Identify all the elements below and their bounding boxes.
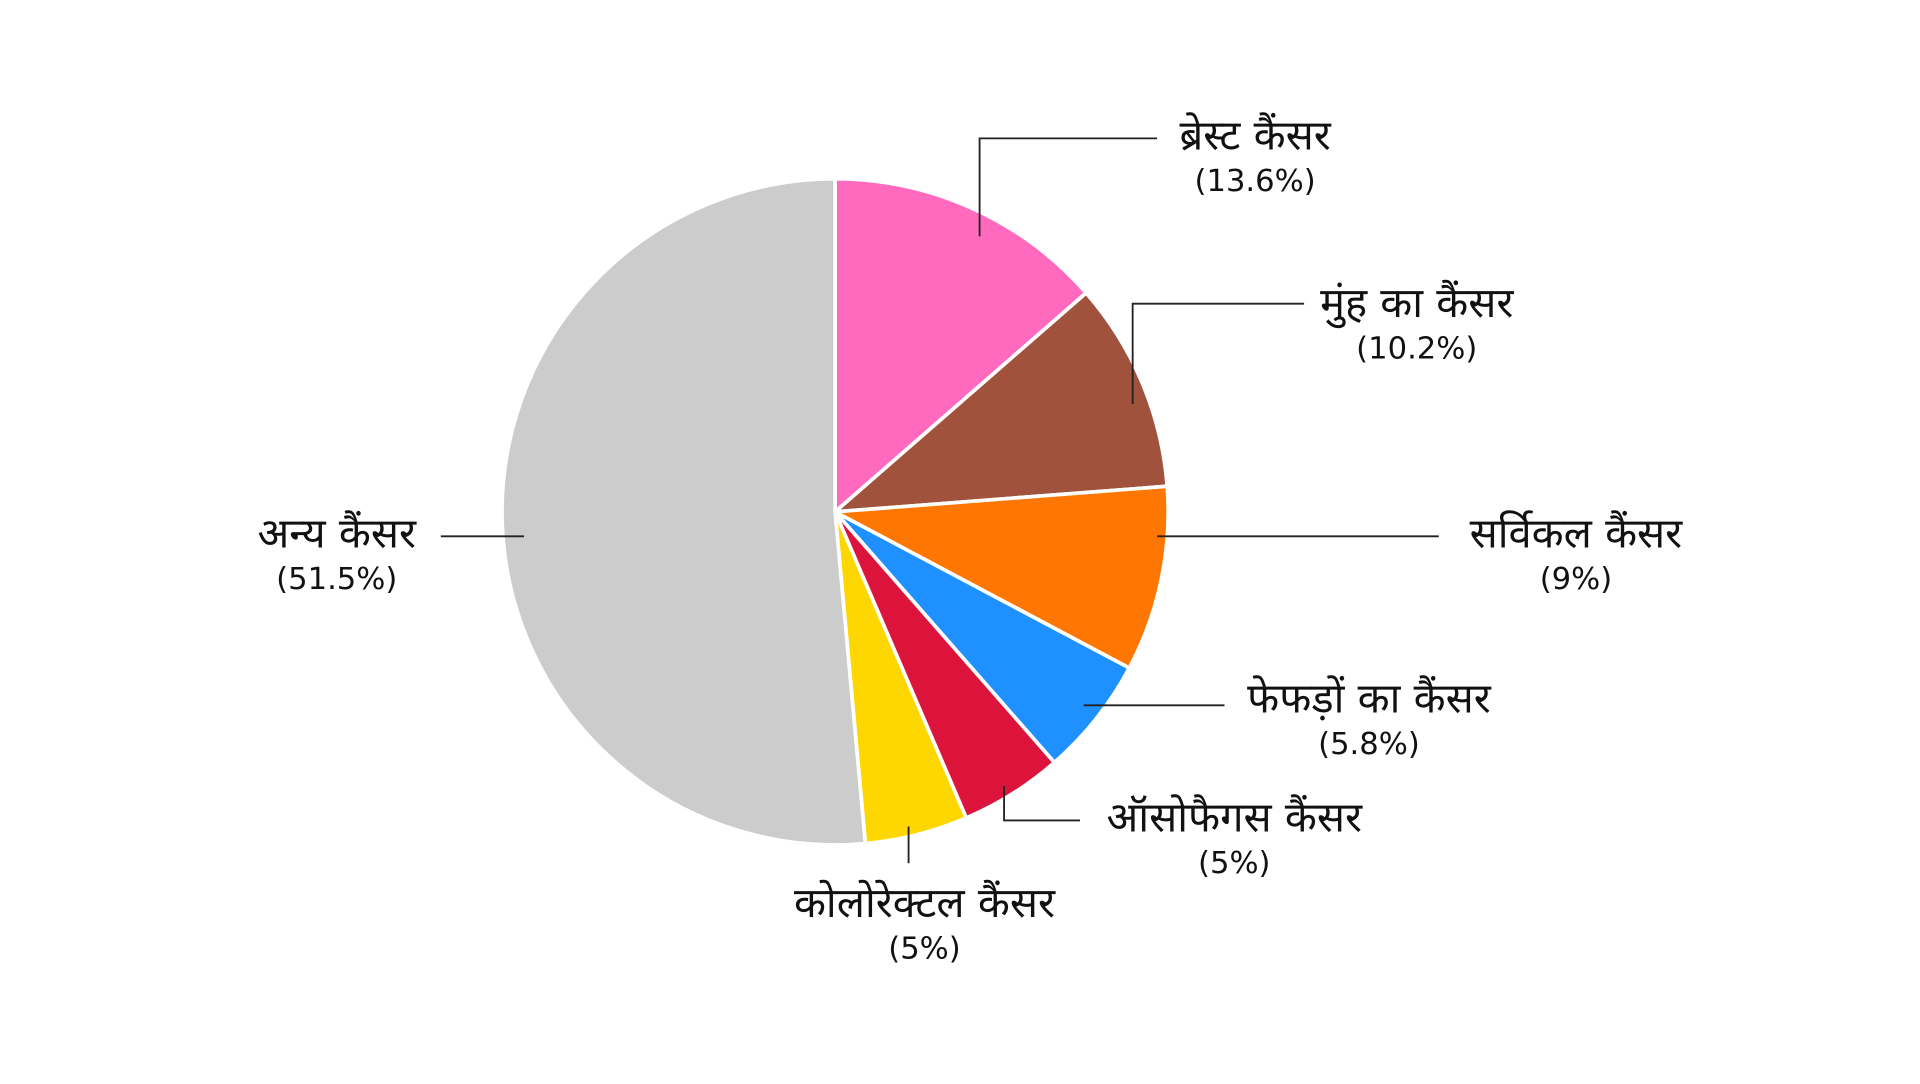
slice-value-label: (10.2%) <box>1356 332 1477 367</box>
slice-value-label: (13.6%) <box>1195 164 1316 199</box>
slice-label: सर्विकल कैंसर <box>1470 508 1684 557</box>
slice-value-label: (5%) <box>1198 846 1270 881</box>
slice-label: अन्य कैंसर <box>257 508 417 557</box>
slice-label: फेफड़ों का कैंसर <box>1247 674 1492 723</box>
leader-line <box>1131 302 1305 405</box>
slice-label: कोलोरेक्टल कैंसर <box>794 878 1056 927</box>
slice-value-label: (9%) <box>1540 562 1612 597</box>
pie-slice <box>833 176 1088 514</box>
slice-label: मुंह का कैंसर <box>1320 278 1514 329</box>
slice-value-label: (5.8%) <box>1318 727 1420 762</box>
pie-slice <box>833 291 1170 514</box>
slice-value-label: (5%) <box>888 932 960 967</box>
pie-slice <box>500 176 868 847</box>
slice-label: ब्रेस्ट कैंसर <box>1179 110 1331 159</box>
leader-line <box>1003 786 1080 822</box>
pie-slice <box>833 484 1170 670</box>
slice-label: ऑसोफैगस कैंसर <box>1107 792 1364 841</box>
leader-line <box>978 137 1158 237</box>
slice-value-label: (51.5%) <box>276 562 397 597</box>
